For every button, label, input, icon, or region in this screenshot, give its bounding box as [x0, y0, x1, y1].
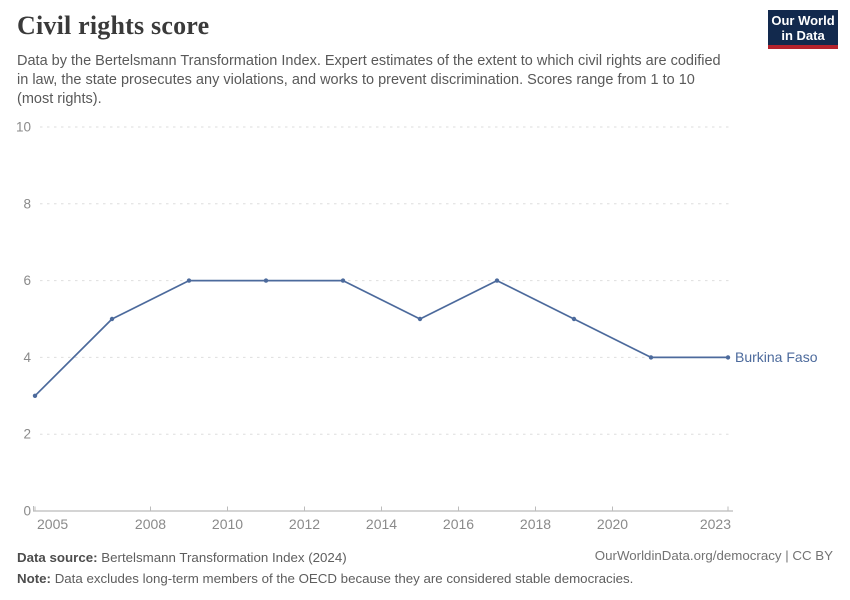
subtitle-line: in law, the state prosecutes any violati… [17, 72, 695, 88]
subtitle-line: Data by the Bertelsmann Transformation I… [17, 53, 721, 69]
y-tick-label-4: 4 [23, 350, 31, 365]
data-point-2009[interactable] [186, 278, 192, 283]
note-text: Data excludes long-term members of the O… [54, 571, 634, 586]
x-tick-label-2008: 2008 [135, 516, 166, 532]
subtitle-line: (most rights). [17, 91, 102, 107]
x-tick-label-2005: 2005 [37, 516, 68, 532]
data-point-2023[interactable] [725, 355, 731, 360]
chart-title: Civil rights score [17, 11, 210, 40]
y-tick-label-10: 10 [16, 120, 31, 135]
credit-link[interactable]: OurWorldinData.org/democracy | CC BY [594, 548, 833, 563]
data-point-2011[interactable] [263, 278, 269, 283]
x-tick-label-2012: 2012 [289, 516, 320, 532]
data-point-2021[interactable] [648, 355, 654, 360]
y-tick-label-0: 0 [23, 504, 31, 519]
data-point-2019[interactable] [571, 316, 577, 322]
data-point-2017[interactable] [494, 278, 500, 283]
series-line-burkina-faso[interactable] [34, 279, 729, 397]
data-point-2013[interactable] [340, 278, 346, 283]
owid-logo[interactable]: Our World in Data [768, 10, 838, 49]
x-tick-label-2016: 2016 [443, 516, 474, 532]
data-point-2007[interactable] [109, 316, 115, 322]
note-label: Note: [17, 571, 51, 586]
data-point-2005[interactable] [32, 393, 38, 398]
data-source-text: Bertelsmann Transformation Index (2024) [101, 550, 347, 565]
data-source-line: Data source: Bertelsmann Transformation … [17, 547, 633, 568]
series-entity-label[interactable]: Burkina Faso [735, 349, 818, 365]
y-tick-label-2: 2 [23, 427, 31, 442]
footer-notes: Data source: Bertelsmann Transformation … [17, 547, 633, 589]
logo-text-line2: in Data [781, 28, 825, 43]
x-tick-label-2020: 2020 [597, 516, 628, 532]
y-tick-label-8: 8 [23, 196, 31, 211]
data-source-label: Data source: [17, 550, 98, 565]
y-tick-label-6: 6 [23, 273, 31, 288]
note-line: Note: Data excludes long-term members of… [17, 568, 633, 589]
x-tick-label-2010: 2010 [212, 516, 243, 532]
data-point-2015[interactable] [417, 316, 423, 322]
logo-text-line1: Our World [771, 13, 835, 28]
x-tick-label-2014: 2014 [366, 516, 397, 532]
x-tick-label-2018: 2018 [520, 516, 551, 532]
x-tick-label-2023: 2023 [700, 516, 731, 532]
chart-subtitle: Data by the Bertelsmann Transformation I… [17, 52, 721, 109]
